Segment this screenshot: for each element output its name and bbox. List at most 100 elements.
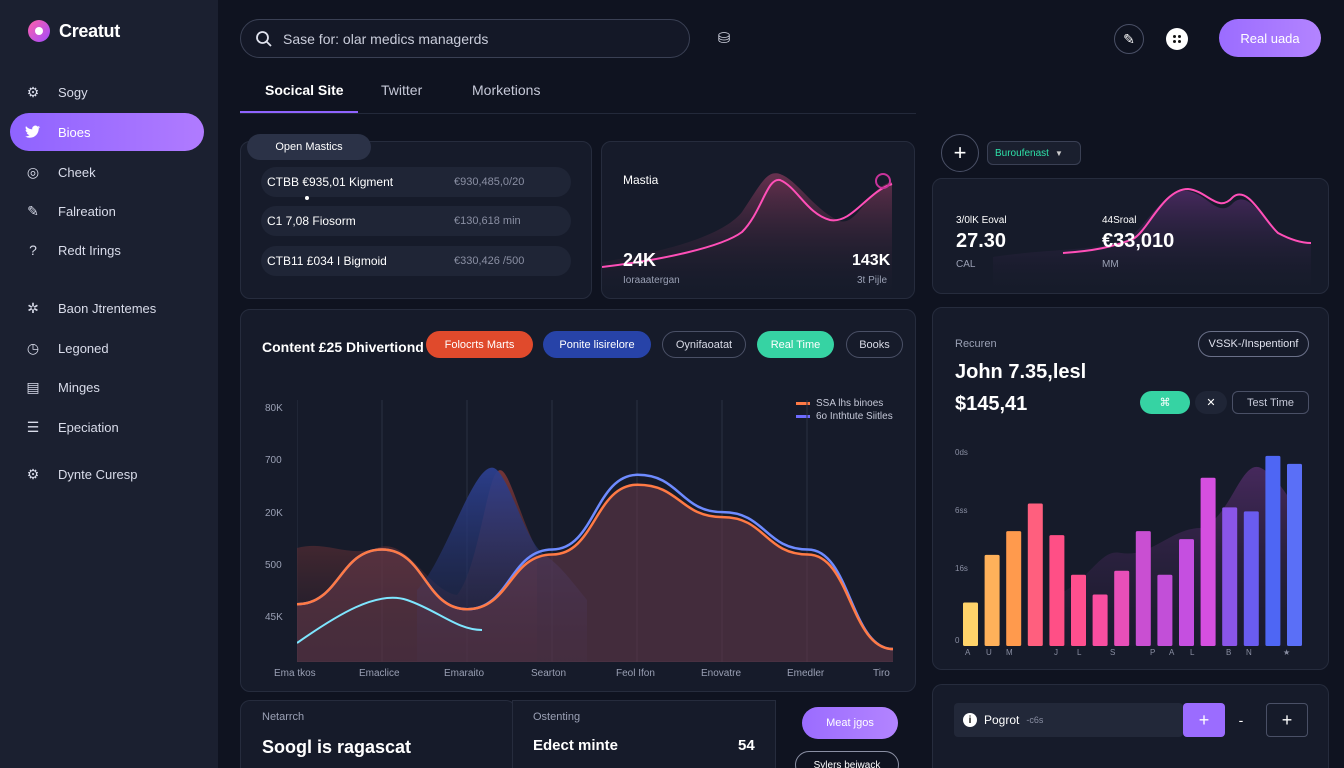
sidebar-item-dynte[interactable]: ⚙ Dynte Curesp — [10, 455, 204, 493]
y-tick-label: 500 — [265, 560, 282, 571]
primary-action-button[interactable]: Real uada — [1219, 19, 1321, 57]
sparkline-chart — [602, 173, 893, 298]
tab-twitter[interactable]: Twitter — [381, 82, 423, 98]
bar — [1135, 531, 1151, 646]
pen-icon: ✎ — [1123, 30, 1135, 47]
chevron-down-icon: ▼ — [1054, 148, 1063, 158]
bar — [984, 554, 1000, 646]
close-button[interactable]: ✕ — [1195, 391, 1227, 414]
bar-chart — [963, 455, 1302, 646]
chip-oynifaoatat[interactable]: Oynifaoatat — [662, 331, 746, 358]
card-title: Mastia — [623, 173, 659, 187]
chip-ponite[interactable]: Ponite lisirelore — [543, 331, 651, 358]
brand[interactable]: Creatut — [28, 20, 120, 42]
sidebar-item-sogy[interactable]: ⚙ Sogy — [10, 73, 204, 111]
main-chart-card: Content £25 Dhivertiond Folocrts Marts P… — [240, 309, 916, 692]
progress-row[interactable]: i Pogrot -c6s — [954, 703, 1183, 737]
sidebar-item-minges[interactable]: ▤ Minges — [10, 368, 204, 406]
stat2-caption: MM — [1102, 259, 1119, 270]
bar — [1179, 539, 1194, 646]
test-time-button[interactable]: Test Time — [1232, 391, 1309, 414]
x-tick-label: B — [1226, 648, 1232, 657]
x-tick-label: Searton — [531, 668, 567, 679]
bar — [1157, 574, 1173, 646]
brand-logo-icon — [28, 20, 50, 42]
chip-real-time[interactable]: Real Time — [757, 331, 834, 358]
stats-sparkline — [993, 187, 1312, 293]
list-icon: ☰ — [26, 418, 40, 435]
x-tick-label: Feol Ifon — [616, 668, 655, 679]
y-tick-label: 20K — [265, 508, 283, 519]
sidebar-item-falreation[interactable]: ✎ Falreation — [10, 192, 204, 230]
sylers-button[interactable]: Sylers beiwack — [795, 751, 899, 768]
clock-icon: ◷ — [26, 339, 40, 356]
info-icon: i — [963, 713, 977, 727]
bar — [1049, 535, 1065, 646]
toggle-on-button[interactable]: ⌘ — [1140, 391, 1190, 414]
legend-swatch — [796, 401, 810, 405]
open-mastics-pill[interactable]: Open Mastics — [247, 134, 371, 160]
inspection-button[interactable]: VSSK-/Inspentionf — [1198, 331, 1309, 357]
x-tick-label: S — [1110, 648, 1116, 657]
add-button[interactable]: + — [941, 134, 979, 172]
add-more-button[interactable]: + — [1266, 703, 1308, 737]
chip-books[interactable]: Books — [846, 331, 903, 358]
legend-item-1: SSA lhs binoes — [796, 397, 893, 410]
bottom-card-1: Netarrch Soogl is ragascat — [240, 700, 516, 768]
close-icon: ✕ — [1206, 397, 1216, 409]
overview-row[interactable]: C1 7,08 Fiosorm €130,618 min — [261, 206, 571, 236]
stat1-caption: CAL — [956, 259, 976, 270]
overview-row[interactable]: CTBB €935,01 Kigment €930,485,0/20 — [261, 167, 571, 197]
left-value: 24K — [623, 250, 657, 270]
tab-social-site[interactable]: Socical Site — [265, 82, 344, 98]
search-bar[interactable] — [240, 19, 690, 58]
x-tick-label: M — [1006, 648, 1013, 657]
tag-icon: ✎ — [27, 202, 39, 219]
x-tick-label: Enovatre — [701, 668, 742, 679]
overview-row[interactable]: CTB11 £034 I Bigmoid €330,426 /500 — [261, 246, 571, 276]
chart-legend: SSA lhs binoes 6o Inthtute Siitles — [796, 397, 893, 423]
meat-jgos-button[interactable]: Meat jgos — [802, 707, 898, 739]
x-tick-label: L — [1077, 648, 1082, 657]
sidebar-item-epeciation[interactable]: ☰ Epeciation — [10, 408, 204, 446]
stat2-value: €33,010 — [1102, 230, 1175, 252]
y-tick-label: 0 — [955, 636, 960, 645]
period-dropdown[interactable]: Buroufenast ▼ — [987, 141, 1081, 165]
sidebar-item-bioes[interactable]: Bioes — [10, 113, 204, 151]
sidebar-item-redt-irings[interactable]: ? Redt Irings — [10, 231, 204, 269]
y-tick-label: 80K — [265, 403, 283, 414]
panel-caption: Recuren — [955, 338, 997, 350]
bar — [1092, 594, 1108, 646]
search-input[interactable] — [283, 30, 673, 47]
tab-morketions[interactable]: Morketions — [472, 82, 541, 98]
bar — [1222, 507, 1238, 646]
y-tick-label: 45K — [265, 612, 283, 623]
gear-icon: ⚙ — [26, 83, 40, 100]
increment-button[interactable]: + — [1183, 703, 1225, 737]
sparkline-area — [602, 173, 892, 298]
chart-icon: ▤ — [26, 378, 40, 395]
bars-group — [963, 455, 1302, 646]
sidebar-item-baon[interactable]: ✲ Baon Jtrentemes — [10, 289, 204, 327]
x-tick-label: Emedler — [787, 668, 825, 679]
decrement-button[interactable]: - — [1238, 712, 1244, 728]
sidebar-item-cheek[interactable]: ◎ Cheek — [10, 153, 204, 191]
bar — [1200, 477, 1216, 646]
filter-icon[interactable]: ⛁ — [717, 30, 731, 47]
y-tick-label: 0ds — [955, 448, 968, 457]
sidebar-item-legoned[interactable]: ◷ Legoned — [10, 329, 204, 367]
bottom-caption-2: Ostenting — [533, 711, 581, 723]
x-tick-label: A — [1169, 648, 1175, 657]
main-area-chart — [297, 400, 893, 662]
link-icon: ⌘ — [1159, 397, 1171, 409]
sidebar-item-label: Redt Irings — [58, 242, 121, 258]
chip-folocrts-marts[interactable]: Folocrts Marts — [426, 331, 533, 358]
target-marker-icon — [875, 173, 891, 189]
x-tick-label: ★ — [1283, 648, 1291, 657]
sidebar-item-label: Cheek — [58, 164, 96, 180]
sidebar: Creatut ⚙ Sogy Bioes ◎ Cheek ✎ Falreatio… — [0, 0, 218, 768]
edit-button[interactable]: ✎ — [1114, 24, 1144, 54]
bar — [1006, 531, 1022, 646]
more-button[interactable] — [1166, 28, 1188, 50]
x-tick-label: A — [965, 648, 971, 657]
